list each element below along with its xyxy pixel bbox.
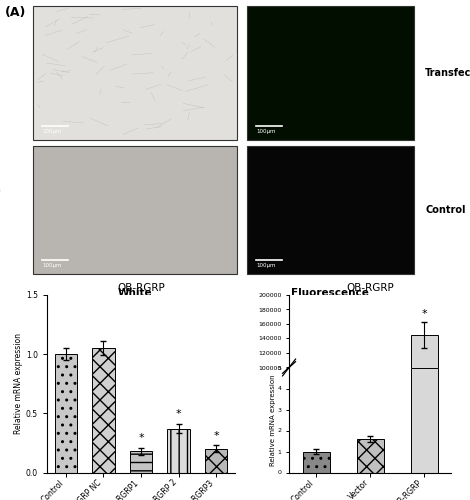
Text: Transfection: Transfection <box>425 68 470 78</box>
Bar <box>167 428 190 472</box>
Text: 100μm: 100μm <box>256 129 275 134</box>
Bar <box>357 439 384 472</box>
Bar <box>411 368 438 472</box>
Title: OB-RGRP: OB-RGRP <box>117 283 165 293</box>
Bar <box>55 354 77 472</box>
Bar <box>205 449 227 472</box>
Bar <box>247 6 414 140</box>
Bar <box>33 6 237 140</box>
Text: 100μm: 100μm <box>256 263 275 268</box>
Bar <box>303 452 329 472</box>
Text: White: White <box>118 288 152 298</box>
Text: (B): (B) <box>0 185 2 198</box>
Bar <box>92 348 115 472</box>
Text: *: * <box>213 430 219 440</box>
Text: *: * <box>422 309 427 319</box>
Text: (A): (A) <box>5 6 26 18</box>
Text: 100μm: 100μm <box>42 129 62 134</box>
Y-axis label: Relative mRNA expression: Relative mRNA expression <box>270 374 276 466</box>
Text: 100μm: 100μm <box>42 263 62 268</box>
Bar <box>130 451 152 472</box>
Text: Control: Control <box>425 205 466 215</box>
Text: Fluorescence: Fluorescence <box>291 288 369 298</box>
Bar <box>247 146 414 274</box>
Bar <box>33 146 237 274</box>
Bar <box>411 335 438 440</box>
Text: *: * <box>176 409 181 419</box>
Y-axis label: Relative mRNA expression: Relative mRNA expression <box>14 333 23 434</box>
Text: *: * <box>138 433 144 443</box>
Title: OB-RGRP: OB-RGRP <box>346 283 394 293</box>
